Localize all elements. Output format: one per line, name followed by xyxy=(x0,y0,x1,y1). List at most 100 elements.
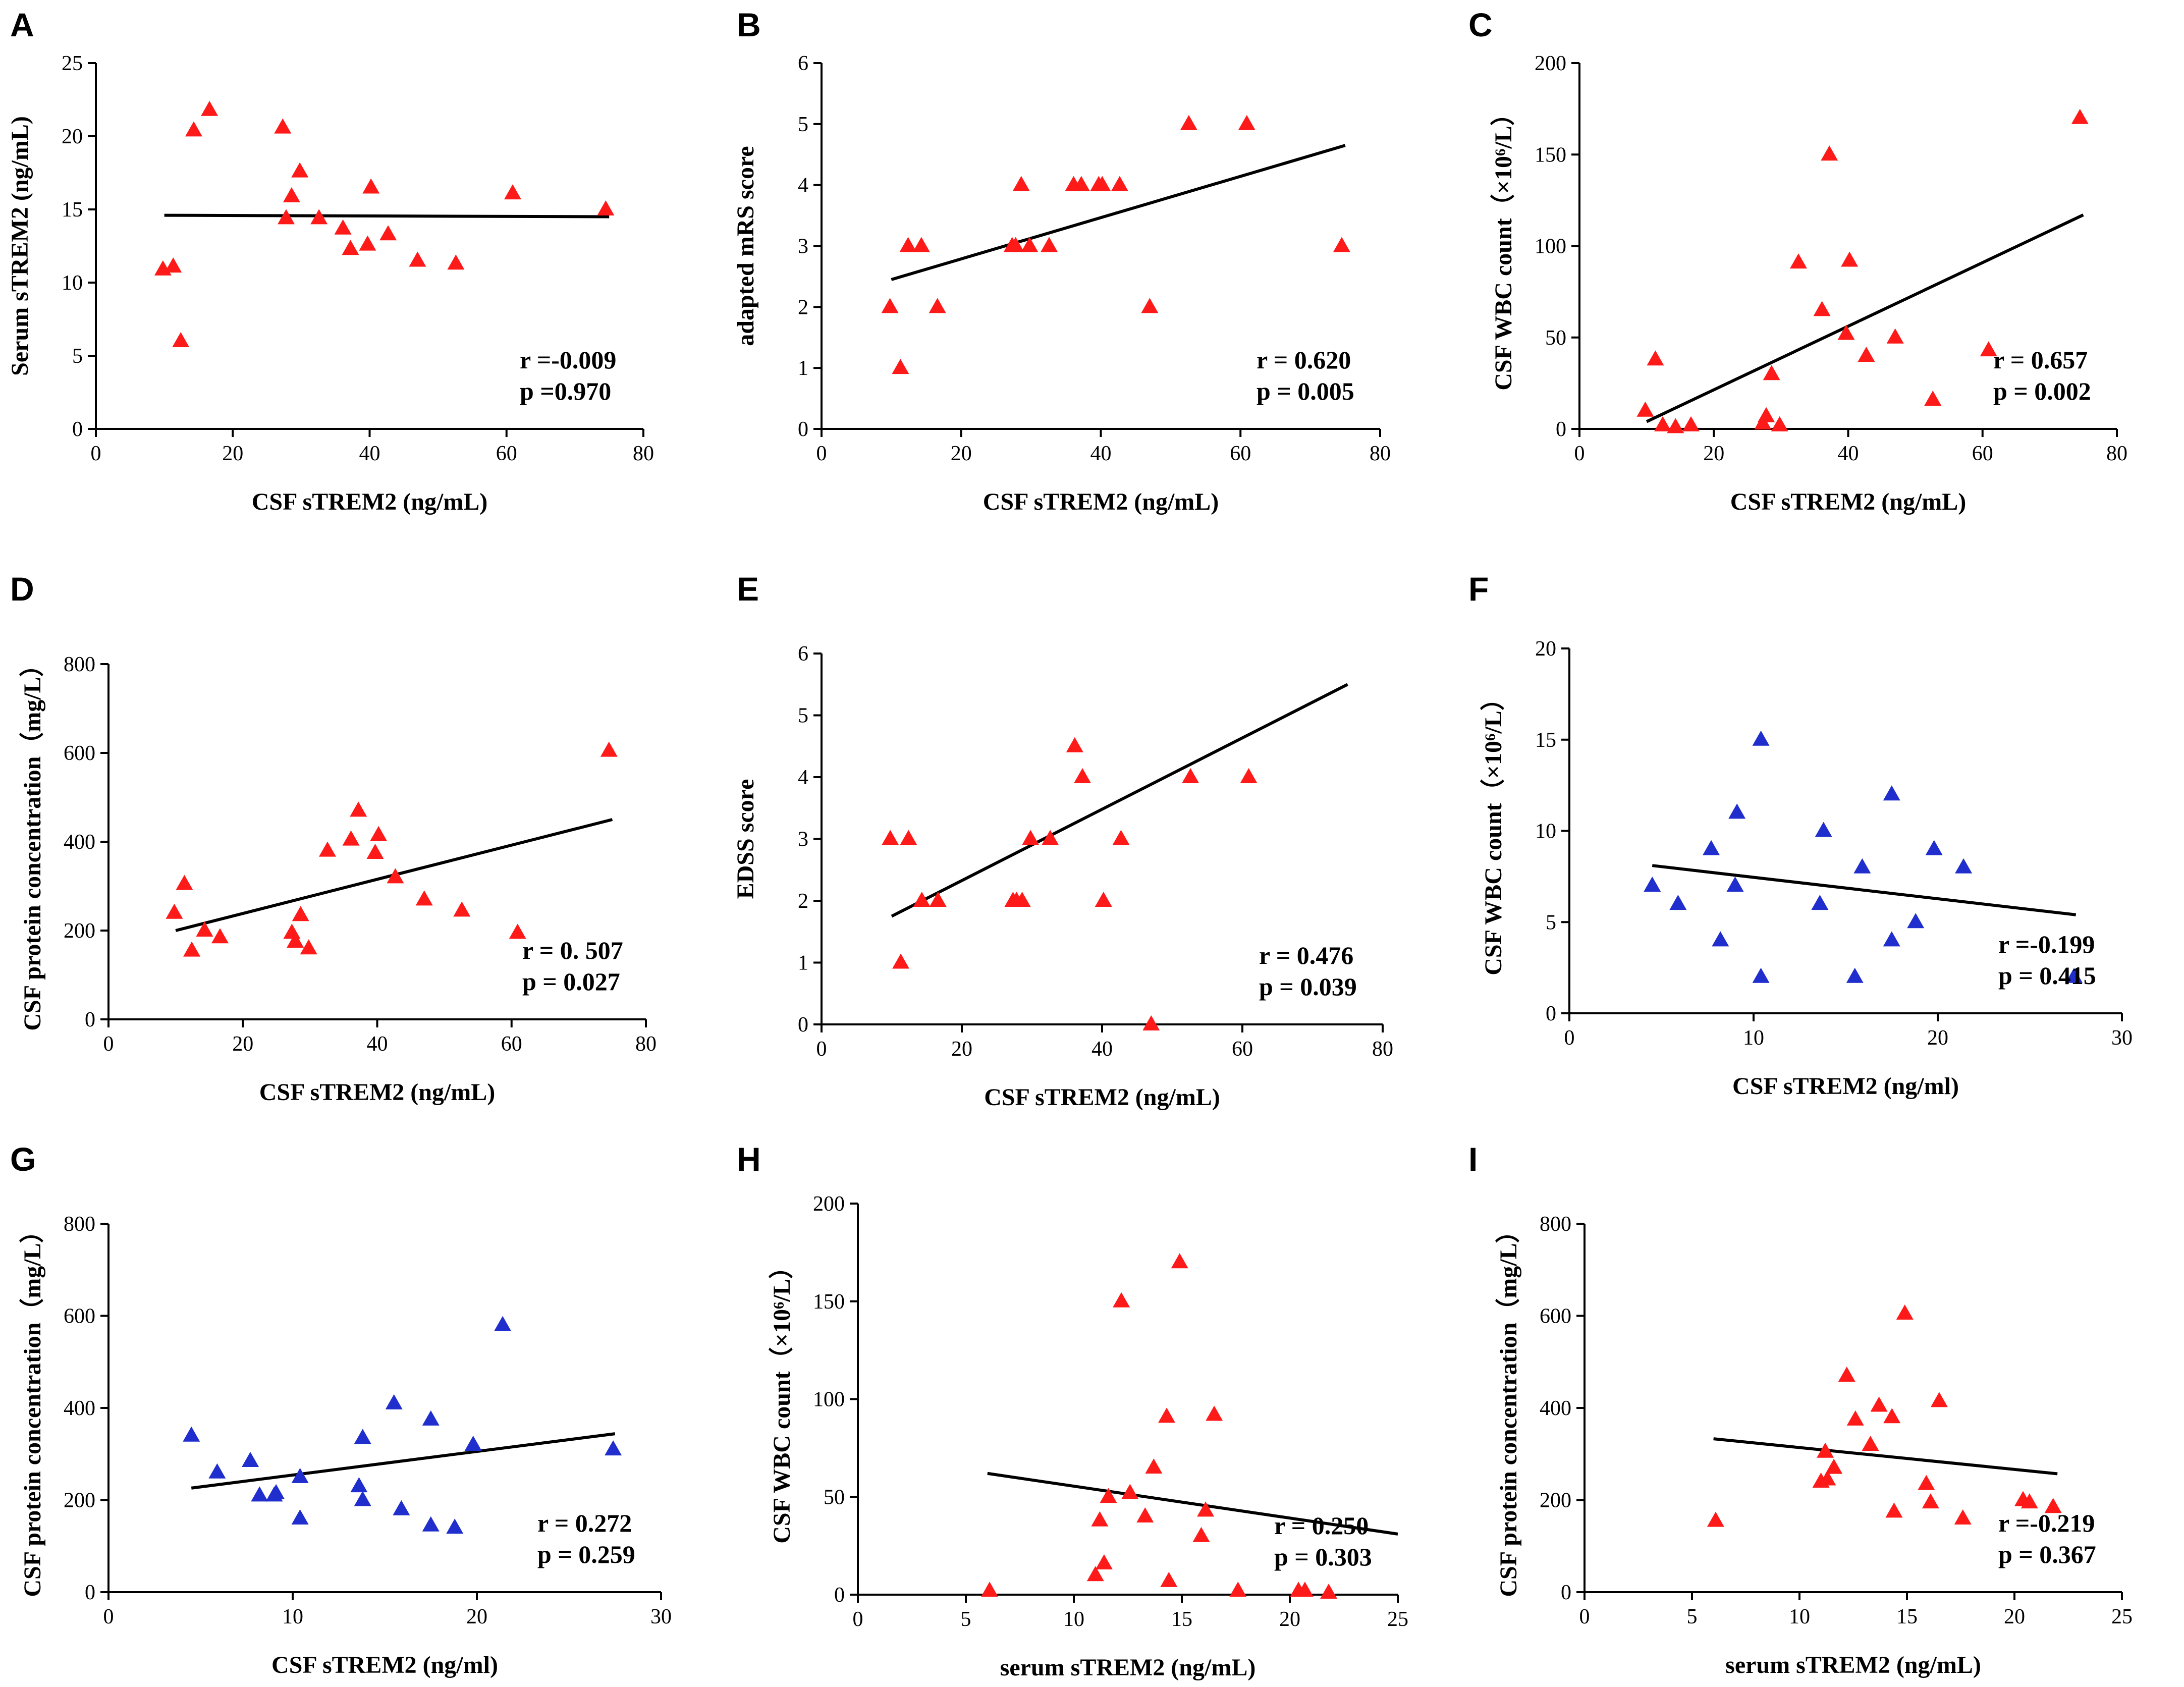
y-tick-label: 600 xyxy=(1540,1305,1571,1328)
data-point xyxy=(1853,858,1871,874)
data-point xyxy=(300,939,317,955)
data-point xyxy=(334,219,352,235)
data-point xyxy=(1752,730,1770,746)
data-point xyxy=(1086,1566,1104,1582)
data-point xyxy=(2021,1493,2038,1509)
r-value: r = 0.657 xyxy=(1993,346,2088,374)
y-tick-label: 800 xyxy=(1540,1213,1571,1236)
data-point xyxy=(342,240,359,255)
y-tick-label: 0 xyxy=(798,1013,808,1037)
x-tick-label: 0 xyxy=(816,442,827,465)
data-point xyxy=(1918,1475,1935,1490)
data-point xyxy=(1197,1501,1215,1517)
p-value: p =0.970 xyxy=(520,377,611,405)
y-tick-label: 4 xyxy=(798,174,808,197)
data-point xyxy=(1333,237,1350,252)
p-value: p = 0.002 xyxy=(1993,377,2091,405)
x-tick-label: 20 xyxy=(222,442,243,465)
x-tick-label: 0 xyxy=(103,1032,114,1056)
y-tick-label: 200 xyxy=(64,919,95,943)
x-tick-label: 60 xyxy=(1232,1038,1253,1061)
x-tick-label: 0 xyxy=(816,1038,827,1061)
panel-h: H 0 50 100 150 200 0 5 10 15 20 25 serum sTREM2 (ng/… xyxy=(737,1140,1408,1681)
data-point xyxy=(1667,418,1684,433)
data-point xyxy=(310,209,328,225)
y-tick-label: 0 xyxy=(1556,418,1566,441)
data-point xyxy=(354,1429,371,1444)
data-point xyxy=(1817,1442,1834,1458)
data-point xyxy=(1100,1488,1117,1503)
x-tick-label: 60 xyxy=(496,442,517,465)
data-point xyxy=(1885,1502,1903,1518)
x-tick-label: 40 xyxy=(367,1032,388,1056)
x-tick-label: 25 xyxy=(2111,1605,2133,1628)
data-point xyxy=(1182,768,1199,783)
x-tick-label: 20 xyxy=(466,1605,487,1628)
data-point xyxy=(1846,967,1864,983)
data-point xyxy=(1841,251,1859,267)
y-axis-title: CSF WBC count（×10⁶/L） xyxy=(769,1255,795,1544)
y-tick-label: 15 xyxy=(62,198,83,222)
data-point xyxy=(929,892,947,907)
regression-line xyxy=(891,683,1348,918)
data-point xyxy=(1821,145,1838,161)
y-axis-title: CSF protein concentration（mg/L） xyxy=(19,652,46,1030)
data-point xyxy=(291,1509,309,1525)
y-tick-label: 200 xyxy=(64,1489,95,1512)
data-point xyxy=(1763,365,1780,380)
x-tick-label: 0 xyxy=(1574,442,1585,465)
regression-line xyxy=(164,213,610,219)
data-point xyxy=(597,200,615,215)
panel-letter: B xyxy=(737,6,761,43)
data-point xyxy=(1811,895,1829,910)
data-point xyxy=(1644,876,1661,892)
data-point xyxy=(1320,1584,1338,1599)
data-point xyxy=(1846,1410,1864,1426)
data-point xyxy=(1954,1509,1972,1525)
data-point xyxy=(1041,237,1058,252)
data-point xyxy=(354,1491,371,1506)
y-tick-label: 800 xyxy=(64,653,95,676)
x-tick-label: 25 xyxy=(1387,1608,1408,1631)
data-point xyxy=(415,890,433,906)
data-point xyxy=(1240,768,1258,783)
x-tick-label: 0 xyxy=(1579,1605,1590,1628)
data-point xyxy=(1870,1396,1888,1412)
data-point xyxy=(882,830,899,845)
regression-line xyxy=(1713,1437,2058,1476)
r-value: r =-0.199 xyxy=(1998,930,2095,958)
y-tick-label: 150 xyxy=(813,1290,845,1314)
panel-letter: H xyxy=(737,1140,761,1178)
data-point xyxy=(1141,298,1159,313)
x-axis-title: serum sTREM2 (ng/mL) xyxy=(1725,1652,1981,1678)
panel-letter: A xyxy=(10,6,34,43)
x-tick-label: 30 xyxy=(2111,1026,2133,1050)
data-point xyxy=(494,1316,512,1331)
data-point xyxy=(464,1436,482,1451)
regression-line xyxy=(191,1432,616,1490)
data-point xyxy=(1883,931,1900,947)
data-point xyxy=(1815,822,1832,837)
data-point xyxy=(1094,176,1111,191)
p-value: p = 0.367 xyxy=(1998,1540,2096,1568)
data-point xyxy=(899,237,917,252)
y-tick-label: 15 xyxy=(1535,729,1556,752)
data-point xyxy=(1636,401,1654,417)
r-value: r =-0.009 xyxy=(520,346,616,374)
data-point xyxy=(283,923,301,939)
data-point xyxy=(1837,324,1855,340)
x-tick-label: 20 xyxy=(232,1032,253,1056)
data-point xyxy=(504,184,521,200)
regression-line xyxy=(1652,864,2077,916)
y-tick-label: 0 xyxy=(1561,1581,1571,1604)
data-point xyxy=(393,1500,410,1515)
data-point xyxy=(447,254,465,270)
data-point xyxy=(1930,1392,1948,1407)
data-point xyxy=(1074,768,1091,783)
data-point xyxy=(1883,1408,1901,1424)
y-tick-label: 5 xyxy=(1546,911,1556,934)
x-tick-label: 40 xyxy=(1090,442,1112,465)
x-tick-label: 5 xyxy=(1687,1605,1698,1628)
data-point xyxy=(1907,913,1925,929)
panel-letter: G xyxy=(10,1140,36,1178)
